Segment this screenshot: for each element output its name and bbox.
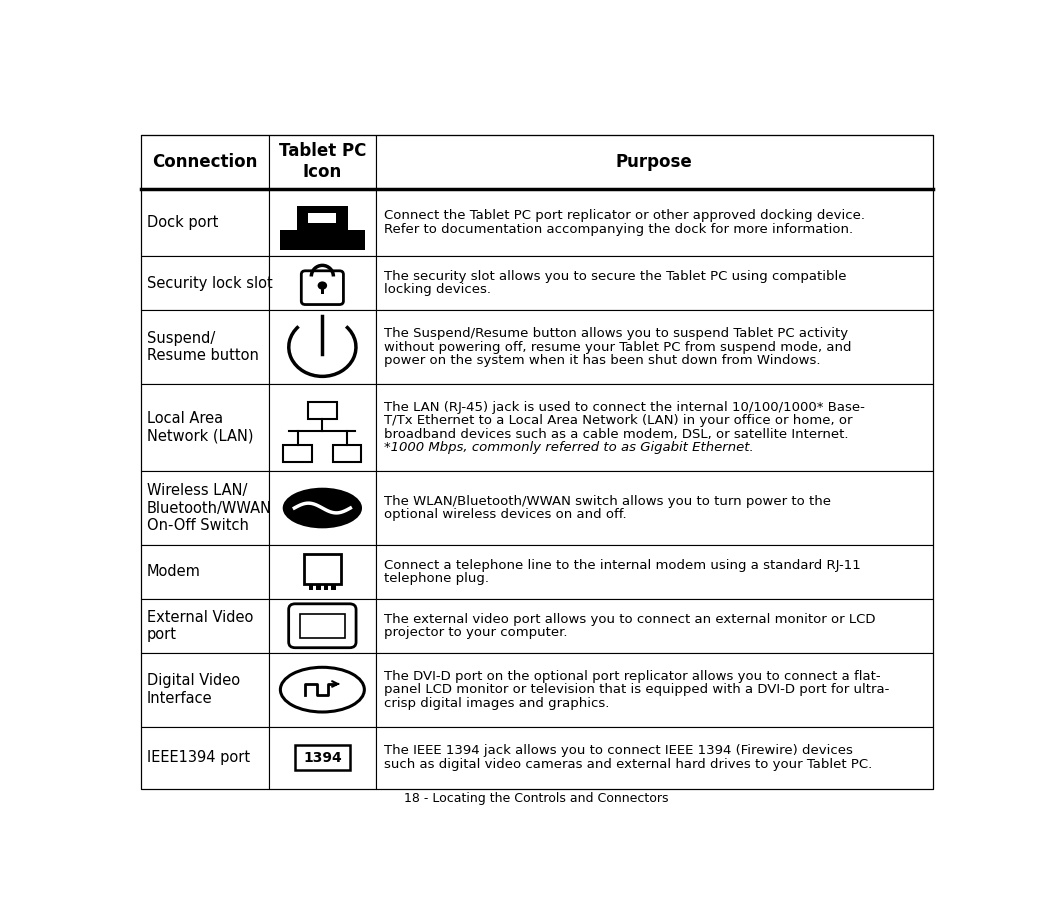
Bar xyxy=(316,584,320,590)
Text: *1000 Mbps, commonly referred to as Gigabit Ethernet.: *1000 Mbps, commonly referred to as Giga… xyxy=(384,442,754,454)
Bar xyxy=(376,256,933,310)
Text: T/Tx Ethernet to a Local Area Network (LAN) in your office or home, or: T/Tx Ethernet to a Local Area Network (L… xyxy=(384,414,852,428)
Bar xyxy=(299,613,344,638)
Text: crisp digital images and graphics.: crisp digital images and graphics. xyxy=(384,697,609,710)
Bar xyxy=(140,188,269,256)
Text: Local Area
Network (LAN): Local Area Network (LAN) xyxy=(147,411,253,443)
Bar xyxy=(269,256,376,310)
Text: Suspend/
Resume button: Suspend/ Resume button xyxy=(147,330,259,364)
Bar xyxy=(269,726,376,789)
Bar xyxy=(140,135,269,188)
Bar xyxy=(304,554,341,584)
Text: without powering off, resume your Tablet PC from suspend mode, and: without powering off, resume your Tablet… xyxy=(384,341,851,353)
Bar xyxy=(140,545,269,599)
Bar xyxy=(295,745,350,770)
Bar xyxy=(308,213,336,223)
Text: External Video
port: External Video port xyxy=(147,610,253,642)
Bar xyxy=(269,135,376,188)
Bar xyxy=(296,206,348,230)
Text: Dock port: Dock port xyxy=(147,215,219,230)
FancyBboxPatch shape xyxy=(289,604,356,648)
Text: 1394: 1394 xyxy=(303,751,341,765)
Bar xyxy=(140,599,269,653)
Bar xyxy=(140,726,269,789)
Text: Security lock slot: Security lock slot xyxy=(147,275,273,291)
Text: telephone plug.: telephone plug. xyxy=(384,572,489,585)
Bar xyxy=(376,310,933,384)
Text: projector to your computer.: projector to your computer. xyxy=(384,626,567,639)
Text: Refer to documentation accompanying the dock for more information.: Refer to documentation accompanying the … xyxy=(384,223,853,236)
Bar xyxy=(376,384,933,471)
Text: The LAN (RJ-45) jack is used to connect the internal 10/100/1000* Base-: The LAN (RJ-45) jack is used to connect … xyxy=(384,401,865,414)
Text: Connect a telephone line to the internal modem using a standard RJ-11: Connect a telephone line to the internal… xyxy=(384,559,861,572)
Text: The DVI-D port on the optional port replicator allows you to connect a flat-: The DVI-D port on the optional port repl… xyxy=(384,670,881,683)
Bar xyxy=(140,384,269,471)
Text: 18 - Locating the Controls and Connectors: 18 - Locating the Controls and Connector… xyxy=(404,792,669,805)
Text: power on the system when it has been shut down from Windows.: power on the system when it has been shu… xyxy=(384,354,821,367)
Text: Connection: Connection xyxy=(152,152,258,171)
Text: Purpose: Purpose xyxy=(616,152,692,171)
Bar xyxy=(332,584,336,590)
Bar xyxy=(308,402,337,419)
FancyBboxPatch shape xyxy=(302,271,343,305)
Bar xyxy=(269,599,376,653)
Bar xyxy=(269,545,376,599)
Bar xyxy=(376,188,933,256)
Bar xyxy=(140,471,269,545)
Bar xyxy=(280,230,365,251)
Bar xyxy=(376,653,933,726)
Bar xyxy=(376,599,933,653)
Text: Digital Video
Interface: Digital Video Interface xyxy=(147,674,240,706)
Bar xyxy=(140,310,269,384)
Text: The Suspend/Resume button allows you to suspend Tablet PC activity: The Suspend/Resume button allows you to … xyxy=(384,327,848,341)
Ellipse shape xyxy=(281,667,364,712)
Bar xyxy=(376,545,933,599)
Text: Modem: Modem xyxy=(147,565,201,579)
Bar xyxy=(140,653,269,726)
Text: The IEEE 1394 jack allows you to connect IEEE 1394 (Firewire) devices: The IEEE 1394 jack allows you to connect… xyxy=(384,744,853,757)
Bar xyxy=(333,445,361,462)
Bar xyxy=(269,384,376,471)
Bar xyxy=(284,445,312,462)
Bar xyxy=(269,471,376,545)
Bar xyxy=(140,256,269,310)
Bar xyxy=(269,310,376,384)
Text: optional wireless devices on and off.: optional wireless devices on and off. xyxy=(384,509,626,521)
Bar xyxy=(269,653,376,726)
Ellipse shape xyxy=(283,487,362,529)
Text: The external video port allows you to connect an external monitor or LCD: The external video port allows you to co… xyxy=(384,612,875,625)
Bar xyxy=(376,726,933,789)
Bar xyxy=(376,135,933,188)
Text: such as digital video cameras and external hard drives to your Tablet PC.: such as digital video cameras and extern… xyxy=(384,758,872,771)
Text: broadband devices such as a cable modem, DSL, or satellite Internet.: broadband devices such as a cable modem,… xyxy=(384,428,848,441)
Circle shape xyxy=(317,282,327,290)
Text: IEEE1394 port: IEEE1394 port xyxy=(147,750,250,766)
Bar xyxy=(376,471,933,545)
Bar xyxy=(324,584,329,590)
Text: The WLAN/Bluetooth/WWAN switch allows you to turn power to the: The WLAN/Bluetooth/WWAN switch allows yo… xyxy=(384,495,831,508)
Bar xyxy=(309,584,313,590)
Text: The security slot allows you to secure the Tablet PC using compatible: The security slot allows you to secure t… xyxy=(384,270,846,283)
Text: locking devices.: locking devices. xyxy=(384,284,491,297)
Text: Wireless LAN/
Bluetooth/WWAN
On-Off Switch: Wireless LAN/ Bluetooth/WWAN On-Off Swit… xyxy=(147,483,272,533)
Text: Connect the Tablet PC port replicator or other approved docking device.: Connect the Tablet PC port replicator or… xyxy=(384,209,865,222)
Bar xyxy=(320,285,325,294)
Text: Tablet PC
Icon: Tablet PC Icon xyxy=(279,142,366,181)
Text: panel LCD monitor or television that is equipped with a DVI-D port for ultra-: panel LCD monitor or television that is … xyxy=(384,683,889,696)
Bar xyxy=(269,188,376,256)
